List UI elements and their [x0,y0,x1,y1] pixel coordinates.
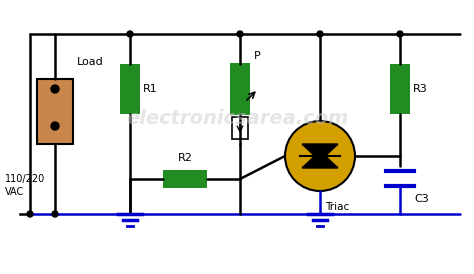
Text: electronicsarea.com: electronicsarea.com [126,110,348,129]
Text: VAC: VAC [5,187,24,197]
Circle shape [52,211,58,217]
Polygon shape [302,144,338,161]
Bar [390,64,410,114]
Circle shape [51,85,59,93]
Bar [37,79,73,144]
Bar [163,170,207,188]
Text: 110/220: 110/220 [5,174,45,184]
Circle shape [317,31,323,37]
Text: C3: C3 [414,194,429,204]
Circle shape [27,211,33,217]
Bar [120,64,140,114]
Circle shape [127,31,133,37]
Bar [230,63,250,115]
Text: R3: R3 [413,84,428,94]
Text: P: P [254,51,261,61]
Circle shape [285,121,355,191]
Text: R2: R2 [178,153,192,163]
Circle shape [397,31,403,37]
Polygon shape [302,151,338,168]
Circle shape [237,31,243,37]
Text: Triac: Triac [325,202,349,212]
Text: Load: Load [77,57,104,67]
Bar [232,117,248,139]
Circle shape [51,122,59,130]
Text: R1: R1 [143,84,158,94]
